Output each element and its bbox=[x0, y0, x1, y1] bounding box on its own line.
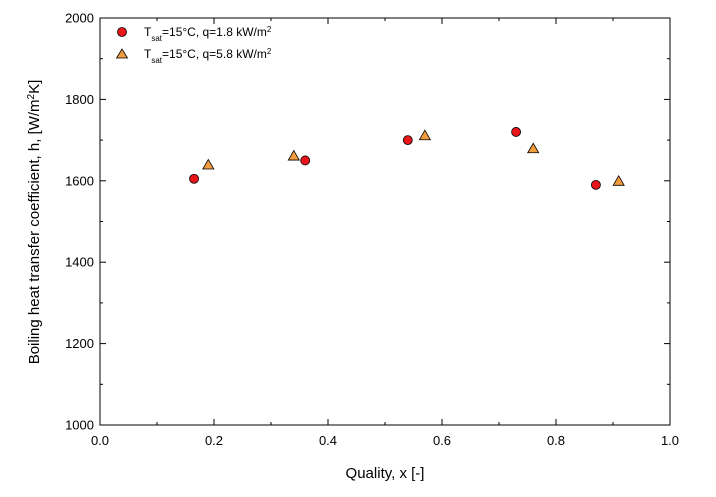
data-point-series-2 bbox=[527, 142, 540, 154]
data-point-series-1 bbox=[591, 179, 601, 190]
data-point-series-2 bbox=[418, 129, 432, 141]
legend-marker-series-1 bbox=[117, 27, 127, 37]
data-marks bbox=[189, 127, 625, 190]
legend-marker-series-2 bbox=[115, 48, 129, 59]
y-tick-label: 1800 bbox=[65, 92, 94, 107]
data-point-series-1 bbox=[511, 127, 521, 137]
ticks: 0.0 0.2 0.4 0.6 0.8 1.0 1000 1200 1400 1600 1800 20… bbox=[65, 11, 679, 449]
legend: Tsat=15°C, q=1.8 kW/m2 Tsat=15°C, q=5.8 … bbox=[115, 25, 272, 65]
x-tick-label: 0.8 bbox=[547, 433, 565, 448]
data-point-series-1 bbox=[402, 135, 413, 146]
x-tick-label: 0.2 bbox=[205, 433, 223, 448]
data-point-series-1 bbox=[300, 155, 311, 166]
data-point-series-2 bbox=[287, 149, 300, 161]
x-tick-label: 1.0 bbox=[661, 433, 679, 448]
y-tick-label: 1200 bbox=[65, 336, 94, 351]
x-tick-label: 0.4 bbox=[319, 433, 337, 448]
x-tick-label: 0.0 bbox=[91, 433, 109, 448]
y-tick-label: 2000 bbox=[65, 11, 94, 26]
y-axis-label: Boiling heat transfer coefficient, h, [W… bbox=[26, 80, 44, 365]
legend-label-series-2: Tsat=15°C, q=5.8 kW/m2 bbox=[144, 47, 272, 65]
plot-frame bbox=[99, 17, 671, 426]
x-tick-label: 0.6 bbox=[433, 433, 451, 448]
y-tick-label: 1000 bbox=[65, 418, 94, 433]
legend-label-series-1: Tsat=15°C, q=1.8 kW/m2 bbox=[144, 25, 272, 43]
x-axis-label: Quality, x [-] bbox=[346, 465, 425, 482]
data-point-series-2 bbox=[612, 175, 625, 186]
data-point-series-2 bbox=[202, 158, 215, 170]
y-tick-label: 1600 bbox=[65, 173, 94, 188]
y-tick-label: 1400 bbox=[65, 255, 94, 270]
data-point-series-1 bbox=[189, 173, 199, 184]
